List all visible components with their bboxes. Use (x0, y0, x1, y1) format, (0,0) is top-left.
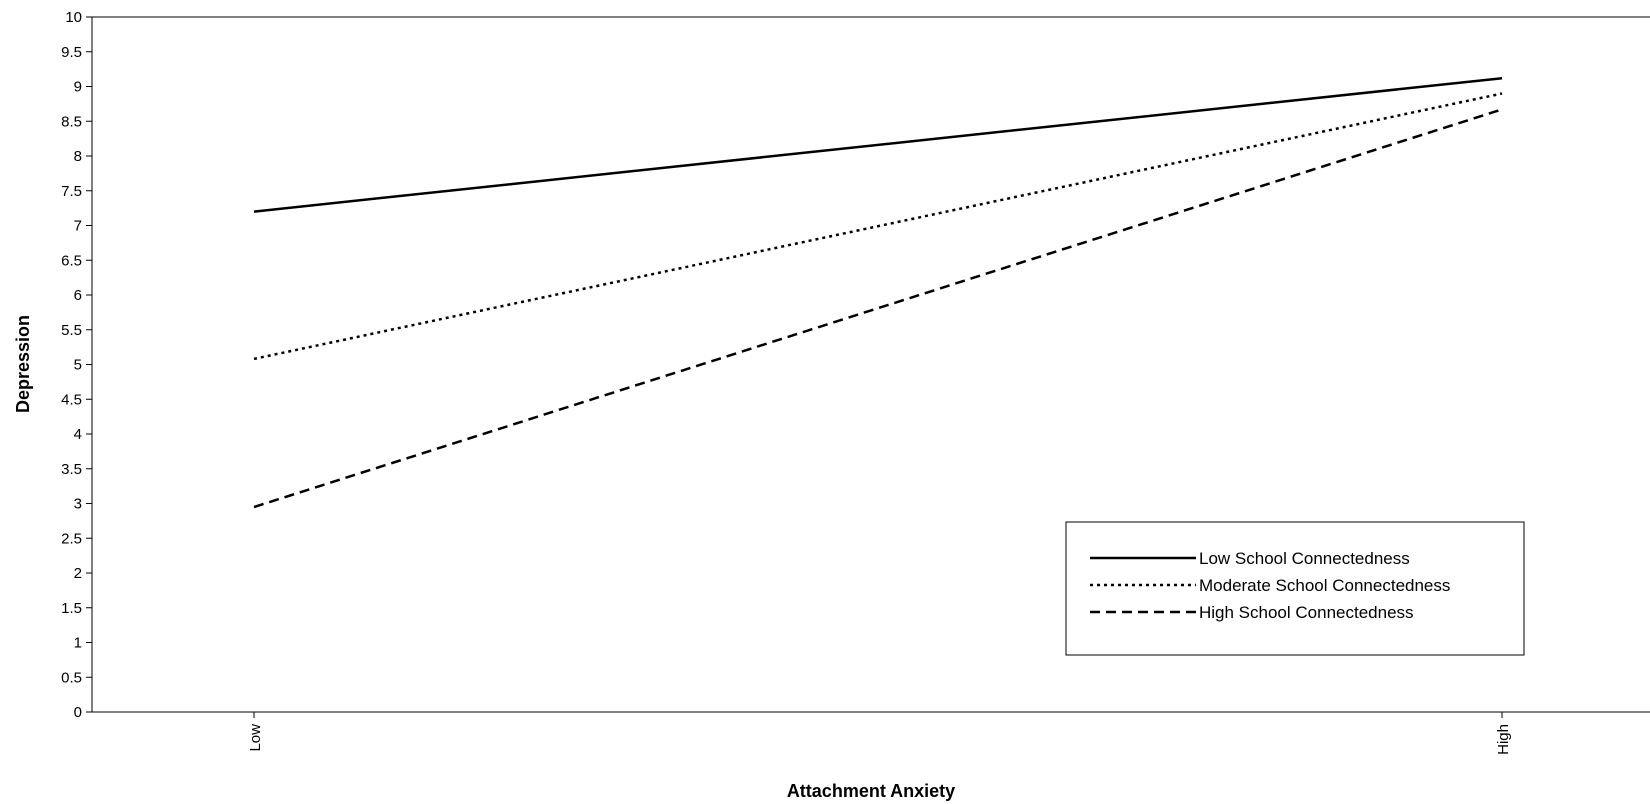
y-axis-ticks: 0 0.5 1 1.5 2 2.5 3 3.5 4 4.5 5 5.5 6 6.5 7 7.5 8 8.5 9 9.5… (61, 9, 92, 721)
y-tick-label: 1 (74, 635, 82, 652)
y-tick-label: 9.5 (61, 44, 82, 61)
y-tick-label: 8.5 (61, 113, 82, 130)
y-tick-label: 7.5 (61, 183, 82, 200)
legend-entries: Low School Connectedness Moderate School … (1090, 549, 1450, 622)
y-tick-label: 6.5 (61, 252, 82, 269)
legend-label-0: Low School Connectedness (1199, 549, 1410, 568)
x-tick-label: High (1495, 724, 1512, 755)
legend-label-2: High School Connectedness (1199, 603, 1414, 622)
x-tick-label: Low (247, 724, 264, 752)
y-tick-label: 2.5 (61, 530, 82, 547)
y-tick-label: 4 (74, 426, 82, 443)
x-axis-title: Attachment Anxiety (787, 781, 955, 801)
y-axis-title: Depression (13, 315, 33, 413)
y-tick-label: 8 (74, 148, 82, 165)
y-tick-label: 5 (74, 357, 82, 374)
y-tick-label: 3 (74, 496, 82, 513)
series-line-1 (253, 92, 1503, 361)
y-tick-label: 9 (74, 79, 82, 96)
series-line-0 (253, 76, 1503, 213)
y-tick-label: 7 (74, 218, 82, 235)
y-tick-label: 0.5 (61, 669, 82, 686)
series-line-2 (253, 108, 1503, 509)
y-tick-label: 4.5 (61, 391, 82, 408)
legend: Low School Connectedness Moderate School … (1065, 521, 1525, 656)
y-tick-label: 0 (74, 704, 82, 721)
x-axis-ticks: Low High (247, 712, 1512, 755)
y-tick-label: 10 (65, 9, 82, 26)
series-lines (253, 76, 1503, 509)
y-tick-label: 2 (74, 565, 82, 582)
y-tick-label: 5.5 (61, 322, 82, 339)
legend-label-1: Moderate School Connectedness (1199, 576, 1450, 595)
y-tick-label: 6 (74, 287, 82, 304)
y-tick-label: 1.5 (61, 600, 82, 617)
legend-box (1065, 521, 1525, 656)
y-tick-label: 3.5 (61, 461, 82, 478)
